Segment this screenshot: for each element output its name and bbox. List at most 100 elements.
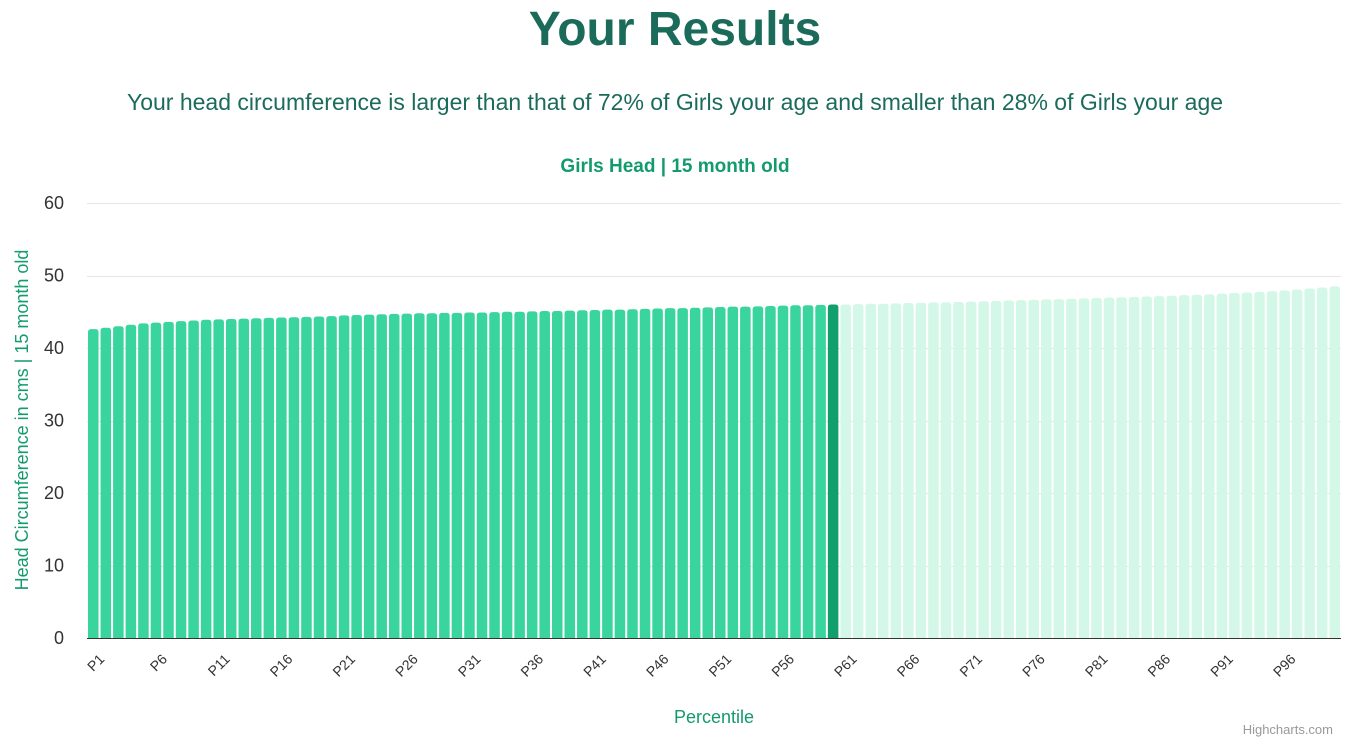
bar[interactable] xyxy=(1191,294,1203,638)
bar[interactable] xyxy=(1028,299,1040,638)
bar[interactable] xyxy=(652,308,663,638)
bar[interactable] xyxy=(815,304,826,638)
bar[interactable] xyxy=(200,319,212,638)
bar[interactable] xyxy=(514,311,525,638)
bar[interactable] xyxy=(978,301,989,638)
bar[interactable] xyxy=(388,313,400,638)
credits-link[interactable]: Highcharts.com xyxy=(1243,722,1333,737)
bar[interactable] xyxy=(689,307,701,638)
bar[interactable] xyxy=(313,316,325,638)
bar[interactable] xyxy=(251,318,262,638)
bar[interactable] xyxy=(138,323,149,638)
bar[interactable] xyxy=(1316,287,1328,638)
bar[interactable] xyxy=(878,303,889,638)
bar[interactable] xyxy=(1153,296,1165,638)
bar[interactable] xyxy=(551,311,563,638)
bar[interactable] xyxy=(451,312,463,638)
bar[interactable] xyxy=(890,303,902,638)
bar[interactable] xyxy=(376,314,387,638)
bar[interactable] xyxy=(965,301,977,638)
bar[interactable] xyxy=(88,329,99,638)
bar[interactable] xyxy=(363,314,375,638)
bar[interactable] xyxy=(1291,289,1303,638)
bar[interactable] xyxy=(627,309,638,638)
bar[interactable] xyxy=(953,301,964,638)
bar[interactable] xyxy=(1041,299,1052,638)
bar[interactable] xyxy=(752,306,764,638)
bar[interactable] xyxy=(125,324,137,638)
bar[interactable] xyxy=(727,306,739,638)
bar[interactable] xyxy=(840,304,851,639)
bar[interactable] xyxy=(1141,296,1152,638)
bar[interactable] xyxy=(639,308,651,638)
bar[interactable] xyxy=(113,326,124,638)
bar[interactable] xyxy=(1053,299,1065,638)
bar[interactable] xyxy=(915,302,927,638)
bar[interactable] xyxy=(614,309,626,638)
bar[interactable] xyxy=(288,317,300,638)
bar[interactable] xyxy=(777,305,789,638)
bar[interactable] xyxy=(439,312,450,638)
bar[interactable] xyxy=(702,307,713,638)
bar[interactable] xyxy=(1103,297,1115,638)
bar[interactable] xyxy=(526,311,538,638)
bar[interactable] xyxy=(351,315,362,638)
bar[interactable] xyxy=(225,319,237,638)
bar[interactable] xyxy=(1254,291,1265,638)
bar[interactable] xyxy=(163,321,174,638)
bar[interactable] xyxy=(501,311,513,638)
bar[interactable] xyxy=(213,319,224,638)
bar[interactable] xyxy=(276,317,287,638)
bar[interactable] xyxy=(602,309,613,638)
bar[interactable] xyxy=(1003,300,1014,638)
bar[interactable] xyxy=(928,302,939,638)
bar[interactable] xyxy=(263,317,275,638)
bar[interactable] xyxy=(1128,296,1140,638)
bar[interactable] xyxy=(464,312,475,638)
bar[interactable] xyxy=(740,306,751,638)
bar[interactable] xyxy=(865,303,877,638)
bar[interactable] xyxy=(564,310,576,638)
bar[interactable] xyxy=(990,300,1002,638)
bar[interactable] xyxy=(1116,297,1127,638)
bar[interactable] xyxy=(1216,293,1228,638)
bar[interactable] xyxy=(790,305,801,638)
bar[interactable] xyxy=(476,312,488,638)
bar[interactable] xyxy=(238,318,250,638)
bar[interactable] xyxy=(1266,291,1278,638)
bar[interactable] xyxy=(100,327,112,638)
bar[interactable] xyxy=(677,308,688,638)
bar[interactable] xyxy=(1091,297,1102,638)
bar[interactable] xyxy=(1204,294,1215,638)
bar[interactable] xyxy=(175,321,187,638)
bar[interactable] xyxy=(1066,298,1077,638)
bar[interactable] xyxy=(1229,292,1240,638)
bar[interactable] xyxy=(426,313,438,638)
bar[interactable] xyxy=(589,309,601,638)
bar[interactable] xyxy=(489,312,500,638)
bar[interactable] xyxy=(1279,290,1290,638)
bar[interactable] xyxy=(903,303,914,638)
bar[interactable] xyxy=(401,313,413,638)
bar[interactable] xyxy=(1166,295,1177,638)
bar[interactable] xyxy=(802,305,814,638)
bar[interactable] xyxy=(1241,292,1253,638)
bar[interactable] xyxy=(301,316,312,638)
bar[interactable] xyxy=(664,308,676,638)
bar[interactable] xyxy=(715,307,726,638)
bar[interactable] xyxy=(150,322,162,638)
bar[interactable] xyxy=(539,311,550,638)
bar[interactable] xyxy=(326,316,337,638)
bar[interactable] xyxy=(1304,288,1315,638)
bar[interactable] xyxy=(188,320,199,638)
bar[interactable] xyxy=(765,305,776,638)
bar[interactable] xyxy=(1015,300,1027,638)
bar[interactable] xyxy=(338,315,350,638)
bar[interactable] xyxy=(1329,286,1340,638)
bar[interactable] xyxy=(414,313,425,638)
bar[interactable] xyxy=(577,310,588,638)
bar-highlight[interactable] xyxy=(827,304,839,639)
bar[interactable] xyxy=(1178,295,1190,638)
bar[interactable] xyxy=(940,302,952,638)
bar[interactable] xyxy=(1078,298,1090,638)
